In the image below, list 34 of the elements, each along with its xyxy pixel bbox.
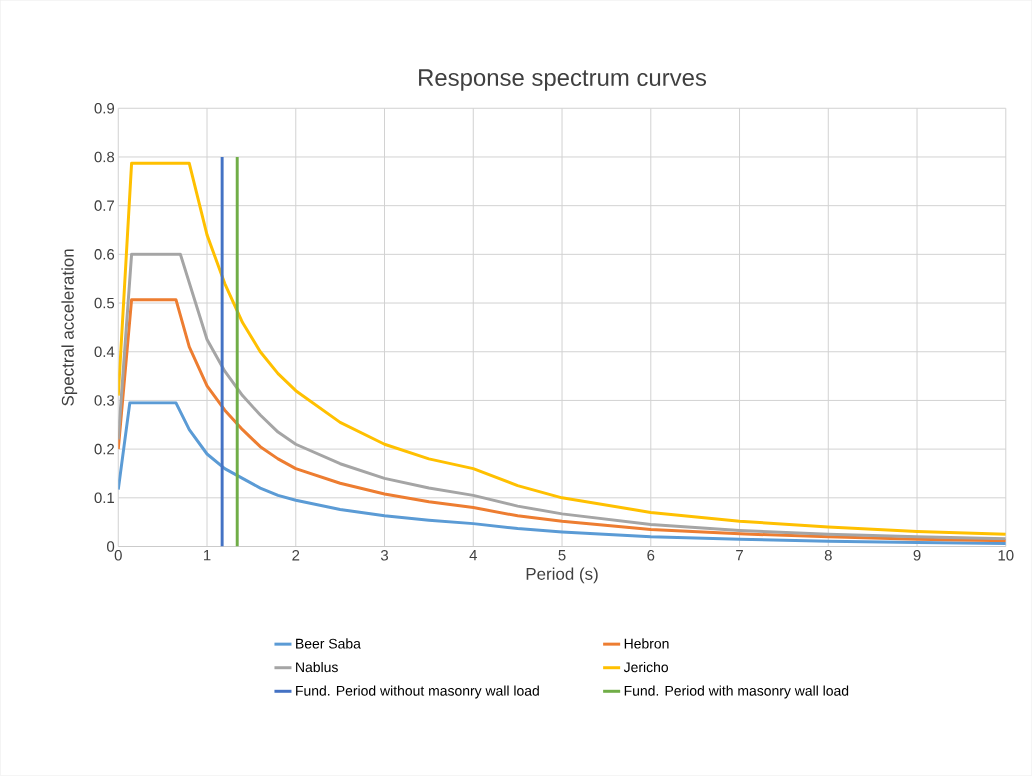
x-axis-title: Period (s) [526,567,598,584]
x-tick-label: 3 [380,550,389,561]
x-tick-label: 2 [292,550,300,561]
y-tick-label: 0.2 [94,443,114,455]
x-tick-label: 8 [824,550,832,561]
legend-label: Beer Saba [296,638,361,649]
chart-title: Response spectrum curves [419,69,707,91]
line-series [118,252,1006,541]
y-tick-label: 0.9 [94,103,115,114]
y-tick-label: 0.3 [94,395,115,406]
y-tick-label: 0.8 [94,151,115,163]
legend-label: Hebron [624,638,669,649]
y-tick-label: 0.5 [94,297,115,309]
legend-label: Fund. Period with masonry wall load [624,685,849,699]
legend-label: Nablus [296,661,338,673]
x-tick-label: 5 [558,550,566,561]
legend-label: Fund. Period without masonry wall load [296,685,539,699]
y-axis-title: Spectral acceleration [61,249,78,406]
x-tick-label: 4 [469,550,477,561]
line-series [118,161,1006,536]
y-tick-label: 0 [107,541,115,552]
x-tick-label: 6 [647,550,655,561]
line-series [118,401,1006,546]
y-tick-label: 0.7 [94,200,114,212]
line-series [118,298,1006,543]
y-tick-label: 0.1 [94,492,115,504]
x-tick-label: 7 [736,550,743,561]
y-tick-label: 0.6 [94,249,115,260]
x-tick-label: 10 [998,550,1014,561]
x-tick-label: 9 [913,550,921,561]
y-tick-label: 0.4 [94,346,115,358]
x-tick-label: 0 [114,550,122,561]
x-tick-label: 1 [204,550,211,561]
legend-label: Jericho [623,661,669,673]
